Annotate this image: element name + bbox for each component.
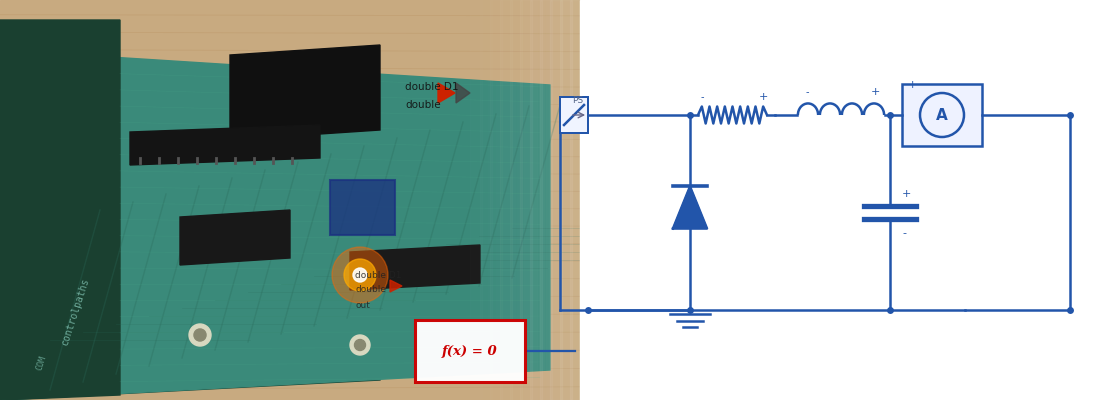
Bar — [417, 0, 429, 400]
Polygon shape — [0, 20, 120, 400]
Bar — [582, 0, 594, 400]
Bar — [588, 0, 602, 400]
Bar — [490, 0, 502, 400]
Text: double: double — [405, 100, 441, 110]
Bar — [550, 0, 562, 400]
Bar — [480, 0, 492, 400]
Text: out: out — [355, 300, 370, 310]
Circle shape — [353, 268, 367, 282]
Bar — [580, 0, 592, 400]
Text: -: - — [902, 228, 906, 238]
Bar — [631, 0, 645, 400]
Bar — [653, 0, 667, 400]
Text: double D1: double D1 — [405, 82, 459, 92]
Circle shape — [189, 324, 211, 346]
Bar — [510, 0, 522, 400]
Text: COM: COM — [35, 355, 48, 372]
Bar — [546, 0, 559, 400]
Bar — [570, 0, 582, 400]
Text: f(x) = 0: f(x) = 0 — [442, 344, 498, 358]
Bar — [395, 0, 408, 400]
Bar — [460, 0, 472, 400]
Bar — [625, 0, 637, 400]
Text: +: + — [902, 189, 912, 199]
FancyBboxPatch shape — [415, 320, 525, 382]
Text: +: + — [758, 92, 768, 102]
Bar — [668, 0, 681, 400]
Text: controlpaths: controlpaths — [60, 277, 91, 347]
Bar — [330, 180, 395, 235]
Bar — [500, 0, 512, 400]
Bar — [470, 0, 482, 400]
Bar — [553, 0, 565, 400]
Polygon shape — [438, 83, 455, 103]
Circle shape — [350, 335, 370, 355]
Bar — [539, 0, 551, 400]
Bar — [503, 0, 515, 400]
Polygon shape — [350, 245, 480, 290]
Text: double D1: double D1 — [355, 270, 402, 280]
Polygon shape — [390, 280, 402, 292]
Bar — [580, 0, 1100, 400]
Bar — [450, 0, 462, 400]
Circle shape — [344, 259, 376, 291]
Text: +: + — [870, 87, 880, 97]
Bar — [460, 0, 472, 400]
Bar — [0, 0, 650, 400]
Polygon shape — [0, 50, 550, 400]
Bar — [639, 0, 651, 400]
Polygon shape — [180, 210, 290, 265]
Bar — [403, 0, 415, 400]
Bar — [517, 0, 530, 400]
Bar — [481, 0, 494, 400]
Text: A: A — [936, 108, 948, 122]
Circle shape — [194, 329, 206, 341]
Bar — [560, 0, 572, 400]
Bar — [474, 0, 486, 400]
Bar — [438, 0, 451, 400]
Bar — [525, 0, 537, 400]
Bar — [520, 0, 532, 400]
Bar — [617, 0, 630, 400]
Bar — [510, 0, 522, 400]
Text: double: double — [355, 286, 386, 294]
Bar — [495, 0, 508, 400]
Bar — [431, 0, 443, 400]
Bar — [568, 0, 580, 400]
Text: -: - — [701, 92, 704, 102]
Bar — [452, 0, 465, 400]
Bar — [560, 0, 573, 400]
Bar — [574, 0, 587, 400]
Bar — [466, 0, 480, 400]
Polygon shape — [230, 45, 380, 140]
Bar — [610, 0, 623, 400]
Bar — [488, 0, 501, 400]
Circle shape — [920, 93, 964, 137]
Bar — [424, 0, 437, 400]
Bar — [560, 97, 588, 133]
Bar — [675, 0, 688, 400]
Polygon shape — [673, 186, 707, 228]
Polygon shape — [456, 83, 470, 103]
Text: -: - — [805, 87, 808, 97]
Bar — [540, 0, 552, 400]
Circle shape — [332, 247, 388, 303]
Text: PS: PS — [572, 96, 583, 105]
Bar — [596, 0, 608, 400]
Bar — [590, 0, 602, 400]
Polygon shape — [0, 180, 379, 400]
Bar — [530, 0, 542, 400]
Bar — [647, 0, 659, 400]
Text: +: + — [908, 80, 917, 90]
Bar — [531, 0, 544, 400]
Bar — [661, 0, 673, 400]
Circle shape — [354, 340, 365, 350]
Bar — [603, 0, 616, 400]
Bar — [446, 0, 458, 400]
Bar — [902, 84, 982, 146]
Polygon shape — [130, 125, 320, 165]
Bar — [409, 0, 422, 400]
